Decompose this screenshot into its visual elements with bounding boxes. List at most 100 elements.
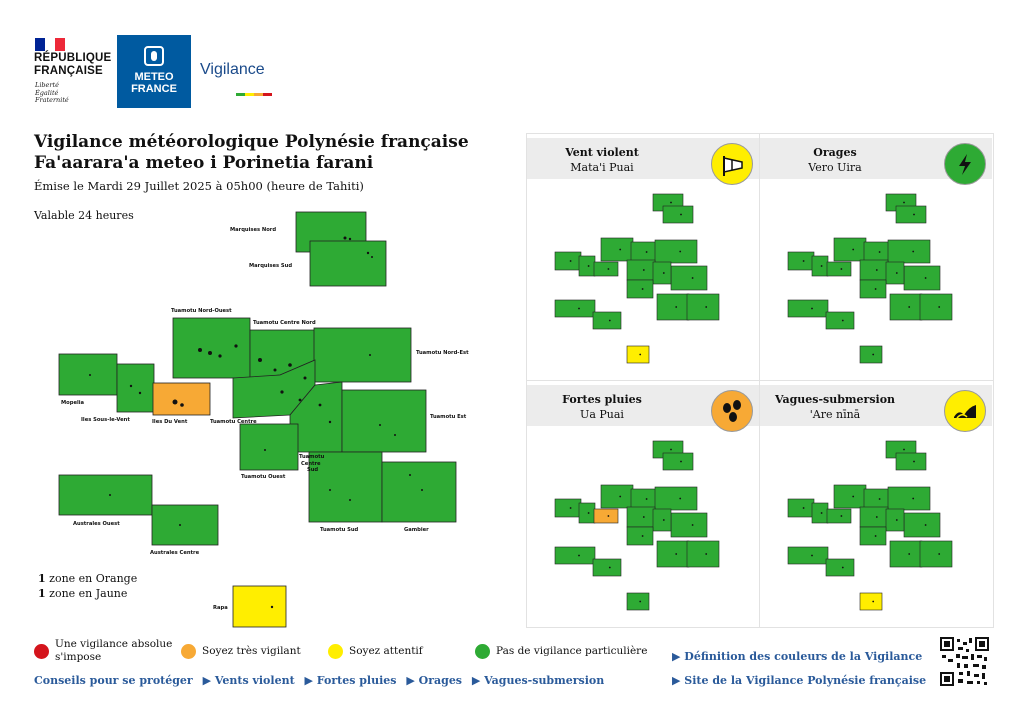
- label-marquises-nord: Marquises Nord: [230, 227, 276, 233]
- panel-divider: [527, 380, 993, 381]
- link-orages[interactable]: ▶ Orages: [406, 674, 463, 687]
- vigilance-map: Marquises Nord Marquises Sud Tuamotu Nor…: [58, 211, 469, 628]
- mini-zone-tuamotu-nord-est: [887, 239, 931, 264]
- panel-vagues-submersion[interactable]: Vagues-submersion 'Are nīnā: [760, 381, 992, 626]
- zone-tuamotu-nord-est[interactable]: [313, 327, 412, 383]
- mini-zone-tuamotu-ouest: [859, 526, 887, 546]
- mini-atoll-marker: [840, 268, 843, 270]
- mini-zone-tuamotu-sud: [889, 540, 923, 568]
- mini-zone-australes-centre: [592, 311, 622, 330]
- mini-atoll-marker: [607, 268, 610, 270]
- mini-atoll-marker: [691, 277, 694, 279]
- mini-zone-tuamotu-centre: [859, 506, 889, 528]
- mini-zone-iles-du-vent: [826, 508, 852, 524]
- mini-atoll-marker: [705, 306, 708, 308]
- link-conseils[interactable]: Conseils pour se protéger: [34, 674, 193, 687]
- mini-atoll-marker: [903, 448, 905, 451]
- zone-australes-centre[interactable]: [151, 504, 219, 546]
- mini-zone-australes-centre: [592, 558, 622, 577]
- mini-zone-tuamotu-nord-est: [654, 239, 698, 264]
- mini-atoll-marker: [679, 497, 682, 500]
- mini-atoll-marker: [608, 319, 611, 322]
- label-iles-du-vent: Iles Du Vent: [152, 419, 188, 425]
- mini-zone-tuamotu-sud: [656, 293, 690, 321]
- mini-zone-tuamotu-centre-nord: [863, 241, 891, 263]
- mini-atoll-marker: [840, 515, 843, 517]
- panel-header: Orages Vero Uira: [760, 138, 992, 185]
- mini-zone-tuamotu-centre: [626, 259, 656, 281]
- mini-zone-marquises-sud: [895, 205, 927, 224]
- mini-zone-tuamotu-est: [670, 265, 708, 291]
- label-rapa: Rapa: [213, 605, 228, 611]
- mini-atoll-marker: [670, 201, 672, 204]
- zone-australes-ouest[interactable]: [58, 474, 153, 516]
- mini-atoll-marker: [641, 535, 644, 537]
- label-tuamotu-sud: Tuamotu Sud: [320, 527, 359, 533]
- zone-gambier[interactable]: [381, 461, 457, 523]
- panel-vent-violent[interactable]: Vent violent Mata'i Puai: [527, 134, 759, 379]
- panel-fortes-pluies[interactable]: Fortes pluies Ua Puai: [527, 381, 759, 626]
- mini-atoll-marker: [680, 460, 682, 463]
- zone-tuamotu-nord-ouest[interactable]: [172, 317, 251, 379]
- link-definition[interactable]: ▶ Définition des couleurs de la Vigilanc…: [672, 650, 923, 663]
- page-title: Vigilance météorologique Polynésie franç…: [34, 132, 469, 173]
- mini-zone-mopelia: [787, 251, 815, 271]
- mini-atoll-marker: [608, 566, 611, 569]
- panel-orages[interactable]: Orages Vero Uira: [760, 134, 992, 379]
- mini-atoll-marker: [908, 306, 911, 308]
- mini-atoll-marker: [811, 307, 813, 310]
- legend-orange: Soyez très vigilant: [202, 645, 301, 657]
- link-site[interactable]: ▶ Site de la Vigilance Polynésie françai…: [672, 674, 927, 687]
- mini-atoll-marker: [675, 306, 678, 308]
- mini-atoll-marker: [820, 512, 823, 514]
- mini-atoll-marker: [802, 260, 805, 262]
- qr-code[interactable]: [940, 637, 989, 686]
- label-tuamotu-centre: Tuamotu Centre: [210, 419, 257, 425]
- mini-zone-iles-sous-le-vent: [578, 255, 596, 277]
- mini-atoll-marker: [841, 566, 844, 569]
- mini-zone-iles-sous-le-vent: [811, 502, 829, 524]
- mini-zone-gambier: [919, 540, 953, 568]
- mini-atoll-marker: [924, 277, 927, 279]
- legend-red-dot: [34, 644, 49, 659]
- mini-zone-mopelia: [554, 498, 582, 518]
- mini-zone-australes-ouest: [554, 546, 596, 565]
- mini-atoll-marker: [872, 353, 875, 356]
- zone-iles-sous-le-vent[interactable]: [116, 363, 155, 413]
- meteo-france-emblem-icon: [144, 46, 164, 66]
- legend-orange-dot: [181, 644, 196, 659]
- mini-zone-mopelia: [554, 251, 582, 271]
- mini-zone-tuamotu-nord-ouest: [833, 237, 867, 262]
- mini-zone-tuamotu-centre-nord: [630, 488, 658, 510]
- zone-rapa[interactable]: [232, 585, 287, 628]
- mini-zone-rapa: [626, 592, 650, 611]
- label-tuamotu-est: Tuamotu Est: [430, 414, 467, 420]
- zone-mopelia[interactable]: [58, 353, 118, 396]
- zone-tuamotu-est[interactable]: [341, 389, 427, 453]
- mini-zone-tuamotu-centre: [626, 506, 656, 528]
- zone-tuamotu-sud[interactable]: [308, 451, 383, 523]
- mini-atoll-marker: [691, 524, 694, 526]
- mini-atoll-marker: [578, 554, 580, 557]
- mini-atoll-marker: [705, 553, 708, 555]
- mini-map: [554, 193, 720, 364]
- atoll-markers: [89, 236, 423, 609]
- mini-atoll-marker: [875, 516, 878, 518]
- mini-zone-tuamotu-centre-sud: [652, 261, 672, 285]
- zone-marquises-sud[interactable]: [309, 240, 387, 287]
- mini-atoll-marker: [874, 288, 877, 290]
- yellow-zone-count: 1 zone en Jaune: [38, 587, 128, 600]
- mini-zone-australes-centre: [825, 558, 855, 577]
- zone-iles-du-vent[interactable]: [152, 382, 211, 416]
- mini-atoll-marker: [569, 260, 572, 262]
- link-pluies[interactable]: ▶ Fortes pluies: [304, 674, 397, 687]
- link-vents[interactable]: ▶ Vents violent: [202, 674, 295, 687]
- legend-yellow-dot: [328, 644, 343, 659]
- zone-tuamotu-ouest[interactable]: [239, 423, 299, 471]
- label-iles-sous-le-vent: Iles Sous-le-Vent: [81, 417, 130, 423]
- link-vagues[interactable]: ▶ Vagues-submersion: [471, 674, 605, 687]
- mini-atoll-marker: [569, 507, 572, 509]
- mini-atoll-marker: [912, 497, 915, 500]
- mini-zone-tuamotu-centre-sud: [885, 508, 905, 532]
- mini-zone-iles-sous-le-vent: [578, 502, 596, 524]
